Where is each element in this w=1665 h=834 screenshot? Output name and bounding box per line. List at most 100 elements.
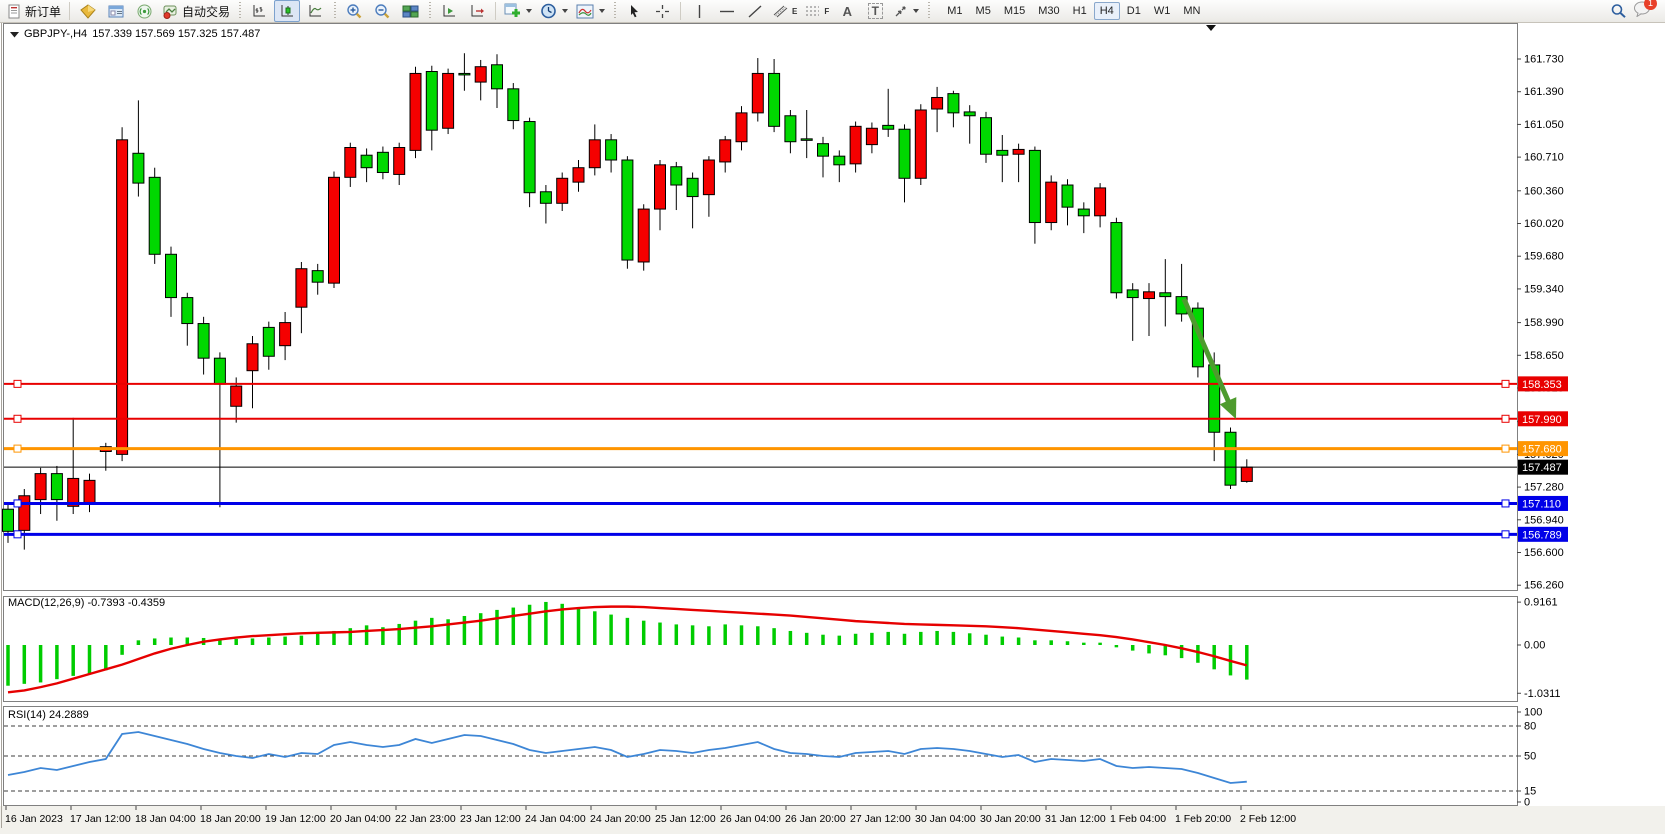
candle-body xyxy=(556,177,569,204)
candle-body xyxy=(817,143,829,157)
signals-button[interactable] xyxy=(131,0,157,22)
timeframe-H4[interactable]: H4 xyxy=(1093,2,1120,20)
toolbar-grip xyxy=(926,2,932,20)
vertical-line-tool[interactable] xyxy=(686,0,712,22)
candle-body xyxy=(393,147,406,175)
candle-body xyxy=(833,155,846,166)
level-handle[interactable] xyxy=(1501,379,1510,388)
candle-body xyxy=(425,71,438,131)
period-dropdown[interactable] xyxy=(537,0,571,22)
toolbar-divider xyxy=(680,2,682,20)
price-axis-label: 160.020 xyxy=(1524,218,1564,230)
candle-body xyxy=(1126,289,1139,299)
level-handle[interactable] xyxy=(1501,414,1510,423)
macd-axis-label: -1.0311 xyxy=(1524,688,1561,700)
candle-body xyxy=(67,477,80,507)
timeframe-M5[interactable]: M5 xyxy=(975,5,991,17)
timeframe-bar: M1 M5 M15 M30 H1 H4 D1 W1 MN xyxy=(941,2,1206,20)
horizontal-line-tool[interactable] xyxy=(714,0,740,22)
chart-shift-button[interactable] xyxy=(464,0,490,22)
level-handle[interactable] xyxy=(13,379,22,388)
price-axis-label: 156.940 xyxy=(1524,514,1564,526)
timeframe-W1[interactable]: W1 xyxy=(1153,5,1171,17)
market-watch-button[interactable] xyxy=(75,0,101,22)
candle-body xyxy=(344,147,357,178)
auto-scroll-icon xyxy=(443,4,455,16)
new-order-button[interactable]: 新订单 xyxy=(4,0,64,22)
clock-icon xyxy=(541,3,556,19)
chart-symbol-period: GBPJPY-,H4 xyxy=(24,28,88,40)
macd-indicator-label: MACD(12,26,9) -0.7393 -0.4359 xyxy=(8,597,166,609)
time-axis-label: 22 Jan 23:00 xyxy=(395,813,456,825)
toolbar-grip xyxy=(332,2,338,20)
candle-body xyxy=(719,139,732,163)
timeframe-M1[interactable]: M1 xyxy=(947,5,963,17)
time-axis-label: 26 Jan 04:00 xyxy=(720,813,781,825)
panel-frame xyxy=(3,596,1518,702)
symbol-collapse-icon[interactable] xyxy=(10,31,19,38)
time-axis-label: 24 Jan 04:00 xyxy=(525,813,586,825)
line-chart-icon xyxy=(309,4,321,16)
candle-body xyxy=(376,151,389,174)
level-handle[interactable] xyxy=(13,414,22,423)
arrows-dropdown[interactable] xyxy=(890,0,922,22)
search-button[interactable] xyxy=(1605,0,1631,22)
notifications-button[interactable]: 1 xyxy=(1633,0,1657,22)
crosshair-tool-button[interactable] xyxy=(649,0,675,22)
time-axis-label: 24 Jan 20:00 xyxy=(590,813,651,825)
candle-body xyxy=(132,152,145,184)
level-handle[interactable] xyxy=(13,530,22,539)
candle-body xyxy=(474,66,487,83)
line-chart-button[interactable] xyxy=(302,0,328,22)
price-level-badge-value: 157.487 xyxy=(1522,462,1562,474)
timeframe-H1[interactable]: H1 xyxy=(1072,5,1087,17)
new-chart-dropdown[interactable] xyxy=(501,0,535,22)
scroll-end-marker[interactable] xyxy=(1206,25,1216,31)
timeframe-M15[interactable]: M15 xyxy=(1003,5,1026,17)
candle-body xyxy=(148,176,161,255)
cursor-tool-button[interactable] xyxy=(621,0,647,22)
candle-body xyxy=(898,128,911,179)
candlestick-chart-button[interactable] xyxy=(274,0,301,22)
time-axis-label: 25 Jan 12:00 xyxy=(655,813,716,825)
zoom-in-button[interactable] xyxy=(341,0,367,22)
trend-arrow[interactable] xyxy=(1181,298,1233,408)
rsi-axis-label: 50 xyxy=(1524,751,1536,763)
trendline-tool[interactable] xyxy=(742,0,768,22)
timeframe-D1[interactable]: D1 xyxy=(1126,5,1141,17)
price-axis-label: 158.990 xyxy=(1524,317,1564,329)
price-axis-label: 156.260 xyxy=(1524,580,1564,592)
price-level-badge-value: 157.110 xyxy=(1522,498,1561,510)
fibonacci-tool[interactable]: F xyxy=(802,0,832,22)
level-handle[interactable] xyxy=(1501,499,1510,508)
candle-body xyxy=(1061,184,1074,208)
time-axis-label: 26 Jan 20:00 xyxy=(785,813,846,825)
autotrading-button[interactable]: 自动交易 xyxy=(159,0,233,22)
price-level-badge xyxy=(1518,526,1568,542)
level-handle[interactable] xyxy=(13,499,22,508)
level-handle[interactable] xyxy=(13,444,22,453)
text-tool[interactable]: A xyxy=(834,0,860,22)
zoom-out-button[interactable] xyxy=(369,0,395,22)
bar-chart-icon xyxy=(253,4,265,16)
candle-body xyxy=(116,139,129,455)
candle-body xyxy=(18,495,31,531)
timeframe-MN[interactable]: MN xyxy=(1183,5,1201,17)
template-dropdown[interactable] xyxy=(573,0,608,22)
channel-tool[interactable]: E xyxy=(770,0,800,22)
trend-arrow-head[interactable] xyxy=(1219,397,1237,419)
text-label-tool[interactable]: T xyxy=(862,0,888,22)
level-handle[interactable] xyxy=(1501,530,1510,539)
price-level-badge xyxy=(1518,411,1568,427)
timeframe-M30[interactable]: M30 xyxy=(1038,5,1060,17)
data-window-button[interactable] xyxy=(103,0,129,22)
candle-body xyxy=(1028,149,1041,224)
auto-scroll-button[interactable] xyxy=(436,0,462,22)
level-handle[interactable] xyxy=(1501,444,1510,453)
tile-windows-button[interactable] xyxy=(397,0,423,22)
time-axis-label: 27 Jan 12:00 xyxy=(850,813,911,825)
candle-body xyxy=(279,322,292,347)
bar-chart-button[interactable] xyxy=(246,0,272,22)
